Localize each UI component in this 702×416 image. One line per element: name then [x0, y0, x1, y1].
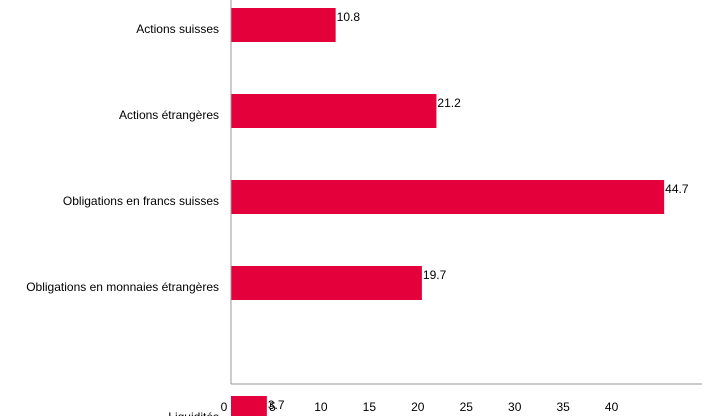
data-label: 3.7	[268, 398, 285, 412]
category-labels-group: Actions suisses Actions étrangères Obligat…	[26, 22, 219, 416]
x-tick-label: 0	[221, 400, 228, 414]
data-label: 44.7	[665, 182, 689, 196]
x-tick-label: 30	[508, 400, 522, 414]
bars-group	[231, 8, 665, 416]
x-tick-label: 35	[556, 400, 570, 414]
bar	[231, 396, 267, 416]
x-tick-label: 5	[269, 400, 276, 414]
category-label: Obligations en monnaies étrangères	[26, 280, 219, 294]
data-label: 19.7	[423, 268, 447, 282]
bar	[231, 8, 336, 42]
x-tick-labels-group: 0 5 10 15 20 25 30 35 40	[221, 400, 619, 414]
bar	[231, 180, 665, 214]
category-label: Actions étrangères	[119, 108, 219, 122]
x-tick-label: 40	[605, 400, 619, 414]
data-labels-group: 10.8 21.2 44.7 19.7 3.7	[268, 10, 689, 412]
category-label: Actions suisses	[136, 22, 219, 36]
data-label: 21.2	[437, 96, 461, 110]
bar	[231, 266, 422, 300]
category-label: Obligations en francs suisses	[63, 194, 219, 208]
category-label: Liquidités	[168, 410, 219, 416]
x-tick-label: 25	[460, 400, 474, 414]
x-tick-label: 15	[363, 400, 377, 414]
bar	[231, 94, 437, 128]
x-tick-label: 10	[314, 400, 328, 414]
data-label: 10.8	[337, 10, 361, 24]
x-tick-label: 20	[411, 400, 425, 414]
